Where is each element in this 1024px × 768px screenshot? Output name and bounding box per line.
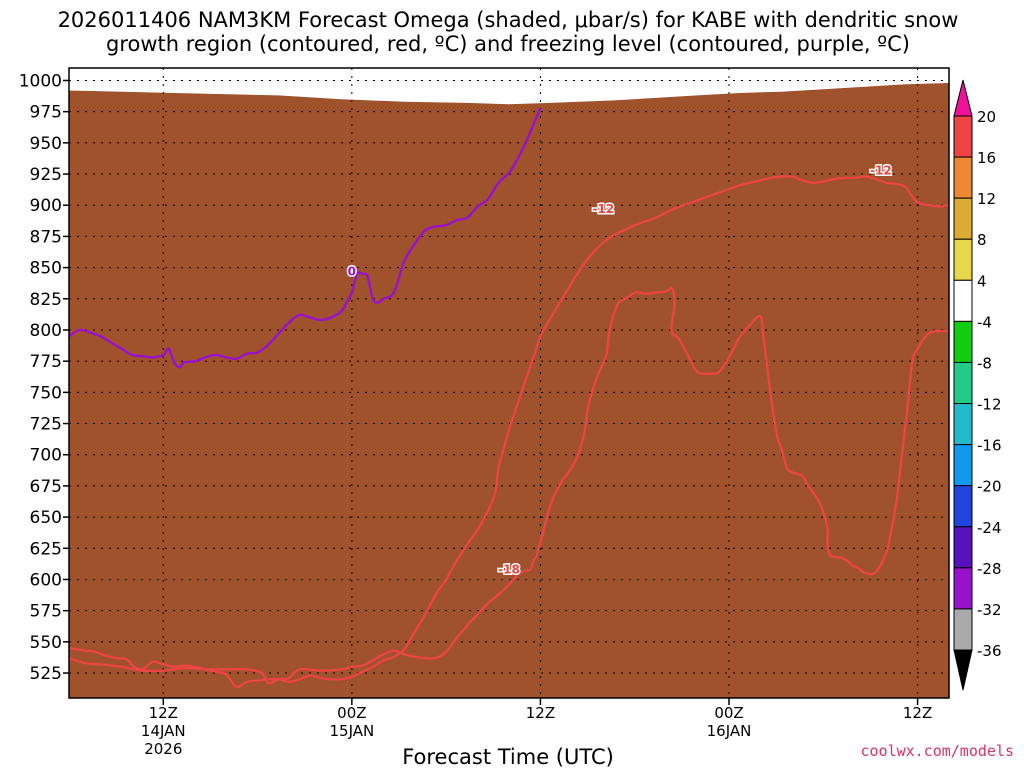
isotherm-contour-0 [69, 287, 949, 685]
contour-label-0: -18 [498, 563, 520, 577]
y-tick-label-750: 750 [30, 383, 62, 403]
colorbar-label-9: -20 [977, 478, 1002, 496]
x-axis-label: Forecast Time (UTC) [402, 745, 614, 768]
grid [69, 68, 949, 698]
x-year-label-9: 2026 [144, 740, 182, 758]
colorbar-label-8: -16 [977, 437, 1002, 455]
colorbar-label-0: 20 [977, 108, 996, 126]
x-tick-label-45: 12Z [526, 704, 555, 722]
plot-frame [68, 67, 950, 699]
y-tick-label-850: 850 [30, 259, 62, 279]
colorbar-swatch-7 [953, 361, 973, 405]
colorbar-swatch-5 [953, 279, 973, 322]
y-tick-label-925: 925 [30, 165, 62, 185]
isotherm-contour-1 [69, 175, 949, 689]
colorbar-swatch-8 [953, 403, 973, 446]
colorbar-label-11: -28 [977, 560, 1002, 578]
contour-label-3: 0 [348, 264, 356, 278]
y-tick-label-550: 550 [30, 633, 62, 653]
y-tick-label-825: 825 [30, 290, 62, 310]
freezing-level-contour [69, 107, 542, 369]
title-line-1: 2026011406 NAM3KM Forecast Omega (shaded… [58, 8, 959, 32]
y-tick-label-650: 650 [30, 508, 62, 528]
colorbar-top-arrow [953, 79, 973, 117]
x-tick-label-63: 00Z [714, 704, 743, 722]
y-tick-label-875: 875 [30, 227, 62, 247]
x-date-label-27: 15JAN [329, 722, 374, 740]
y-tick-label-950: 950 [30, 134, 62, 154]
x-date-label-9: 14JAN [141, 722, 186, 740]
y-tick-label-775: 775 [30, 352, 62, 372]
x-tick-label-27: 00Z [337, 704, 366, 722]
colorbar-swatch-3 [953, 197, 973, 240]
colorbar-label-6: -8 [977, 354, 992, 372]
x-tick-label-81: 12Z [903, 704, 932, 722]
contours: -18 -12 -12 0 [69, 107, 949, 689]
y-tick-label-900: 900 [30, 196, 62, 216]
y-tick-label-600: 600 [30, 570, 62, 590]
contour-label-1: -12 [592, 202, 614, 216]
colorbar: 20 16 12 8 4 -4 -8 -12 -16 -20 -24 -28 -32 -36 [953, 79, 1002, 691]
colorbar-swatch-4 [953, 238, 973, 281]
title-line-2: growth region (contoured, red, ºC) and f… [106, 32, 910, 56]
colorbar-bottom-arrow [953, 649, 973, 691]
colorbar-swatch-10 [953, 485, 973, 528]
colorbar-swatch-13 [953, 608, 973, 651]
y-tick-label-975: 975 [30, 103, 62, 123]
colorbar-label-3: 8 [977, 231, 987, 249]
y-tick-label-1000: 1000 [19, 71, 62, 91]
colorbar-label-7: -12 [977, 396, 1002, 414]
colorbar-label-12: -32 [977, 601, 1002, 619]
y-tick-label-575: 575 [30, 602, 62, 622]
y-tick-label-725: 725 [30, 415, 62, 435]
y-tick-label-675: 675 [30, 477, 62, 497]
y-tick-label-625: 625 [30, 539, 62, 559]
colorbar-swatch-6 [953, 320, 973, 363]
colorbar-label-2: 12 [977, 190, 996, 208]
colorbar-label-13: -36 [977, 642, 1002, 660]
terrain [69, 83, 949, 698]
y-tick-label-700: 700 [30, 446, 62, 466]
terrain-fill [69, 83, 949, 698]
chart-title: 2026011406 NAM3KM Forecast Omega (shaded… [58, 8, 959, 56]
contour-label-2: -12 [870, 163, 892, 177]
colorbar-swatch-12 [953, 567, 973, 610]
x-date-label-63: 16JAN [707, 722, 752, 740]
y-axis: 525 550 575 600 625 650 675 700 725 750 775 800 825 8… [19, 71, 69, 684]
x-tick-label-9: 12Z [149, 704, 178, 722]
colorbar-swatch-9 [953, 444, 973, 487]
credit-link[interactable]: coolwx.com/models [860, 742, 1014, 760]
colorbar-label-1: 16 [977, 149, 996, 167]
colorbar-label-5: -4 [977, 313, 992, 331]
colorbar-swatch-2 [953, 156, 973, 199]
colorbar-label-10: -24 [977, 519, 1002, 537]
colorbar-swatch-11 [953, 526, 973, 569]
y-tick-label-525: 525 [30, 664, 62, 684]
colorbar-swatch-1 [953, 115, 973, 158]
colorbar-label-4: 4 [977, 272, 987, 290]
y-tick-label-800: 800 [30, 321, 62, 341]
